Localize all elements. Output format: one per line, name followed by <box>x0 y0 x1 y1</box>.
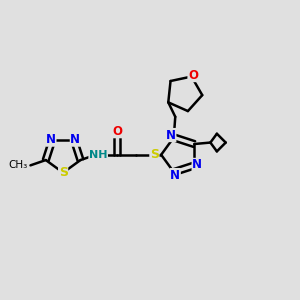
Text: N: N <box>170 169 180 182</box>
Text: N: N <box>70 133 80 146</box>
Text: S: S <box>150 148 159 161</box>
Text: N: N <box>192 158 202 171</box>
Text: CH₃: CH₃ <box>9 160 28 170</box>
Text: O: O <box>112 125 122 138</box>
Text: NH: NH <box>89 150 107 160</box>
Text: O: O <box>188 69 198 82</box>
Text: N: N <box>166 128 176 142</box>
Text: N: N <box>46 133 56 146</box>
Text: S: S <box>58 166 68 179</box>
